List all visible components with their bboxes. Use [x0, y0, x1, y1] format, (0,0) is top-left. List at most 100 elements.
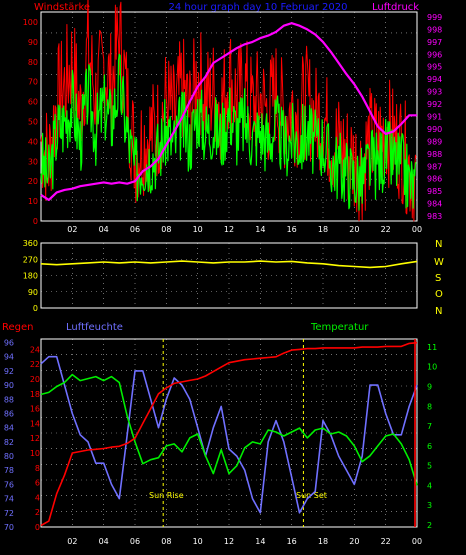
pressure-ytick: 994 [427, 75, 442, 84]
top-xtick: 22 [381, 225, 391, 234]
rain-ytick: 16 [30, 405, 40, 414]
header-wind-label: Windstärke [34, 2, 90, 13]
humidity-ytick: 96 [4, 339, 14, 348]
pressure-ytick: 992 [427, 100, 442, 109]
wind-ytick: 20 [28, 177, 38, 186]
temp-ytick: 10 [427, 363, 437, 372]
wind-ytick: 10 [28, 197, 38, 206]
rain-ytick: 14 [30, 419, 40, 428]
wind-ytick: 80 [28, 58, 38, 67]
rain-ytick: 10 [30, 449, 40, 458]
pressure-ytick: 996 [427, 50, 442, 59]
humidity-label: Luftfeuchte [66, 322, 123, 333]
temp-ytick: 9 [427, 382, 432, 391]
top-xtick: 02 [67, 225, 77, 234]
wind-ytick: 30 [28, 157, 38, 166]
rain-ytick: 2 [35, 508, 40, 517]
humidity-ytick: 72 [4, 509, 14, 518]
humidity-ytick: 84 [4, 424, 14, 433]
bot-xtick: 00 [412, 537, 422, 546]
humidity-ytick: 76 [4, 480, 14, 489]
rain-ytick: 12 [30, 434, 40, 443]
pressure-ytick: 988 [427, 150, 442, 159]
top-xtick: 08 [161, 225, 171, 234]
bot-xtick: 12 [224, 537, 234, 546]
temperature-line [40, 373, 418, 486]
temp-ytick: 2 [427, 521, 432, 530]
wind-ytick: 50 [28, 117, 38, 126]
humidity-ytick: 78 [4, 466, 14, 475]
pressure-line [40, 22, 417, 201]
bot-xtick: 04 [99, 537, 109, 546]
top-xtick: 18 [318, 225, 328, 234]
pressure-ytick: 991 [427, 113, 442, 122]
top-xtick: 16 [287, 225, 297, 234]
temp-ytick: 6 [427, 442, 432, 451]
temperature-label: Temperatur [310, 322, 369, 333]
pressure-ytick: 983 [427, 212, 442, 221]
pressure-ytick: 999 [427, 13, 442, 22]
rain-ytick: 20 [30, 375, 40, 384]
humidity-ytick: 80 [4, 452, 14, 461]
wind-ytick: 0 [33, 217, 38, 226]
pressure-ytick: 990 [427, 125, 442, 134]
wind-ytick: 90 [28, 38, 38, 47]
rain-ytick: 22 [30, 360, 40, 369]
rain-label: Regen [2, 322, 34, 333]
bot-xtick: 22 [381, 537, 391, 546]
pressure-ytick: 989 [427, 137, 442, 146]
bot-xtick: 20 [349, 537, 359, 546]
temp-ytick: 3 [427, 501, 432, 510]
pressure-ytick: 998 [427, 25, 442, 34]
humidity-line [40, 355, 418, 514]
humidity-ytick: 92 [4, 367, 14, 376]
rain-ytick: 6 [35, 479, 40, 488]
rain-ytick: 18 [30, 390, 40, 399]
humidity-ytick: 82 [4, 438, 14, 447]
bot-xtick: 16 [287, 537, 297, 546]
temp-ytick: 5 [427, 462, 432, 471]
top-xtick: 12 [224, 225, 234, 234]
pressure-ytick: 985 [427, 187, 442, 196]
bot-xtick: 06 [130, 537, 140, 546]
humidity-ytick: 74 [4, 495, 14, 504]
dir-letter-n2: N [435, 306, 442, 317]
pressure-ytick: 984 [427, 200, 442, 209]
dir-letter-o: O [435, 289, 443, 300]
wind-ytick: 100 [23, 18, 38, 27]
wind-ytick: 70 [28, 78, 38, 87]
humidity-ytick: 90 [4, 381, 14, 390]
pressure-ytick: 995 [427, 63, 442, 72]
dir-letter-s: S [435, 273, 441, 284]
direction-ytick: 360 [23, 239, 38, 248]
rain-ytick: 8 [35, 464, 40, 473]
rain-line [40, 341, 418, 527]
direction-ytick: 90 [28, 288, 38, 297]
wind-ytick: 60 [28, 98, 38, 107]
wind-gust-line [40, 0, 417, 222]
bot-xtick: 14 [255, 537, 265, 546]
direction-ytick: 0 [33, 304, 38, 313]
bot-frame [40, 338, 418, 528]
rain-ytick: 4 [35, 493, 40, 502]
pressure-ytick: 986 [427, 175, 442, 184]
pressure-ytick: 997 [427, 38, 442, 47]
humidity-ytick: 94 [4, 353, 14, 362]
wind-avg-line [40, 53, 417, 211]
humidity-ytick: 70 [4, 523, 14, 532]
bot-xtick: 02 [67, 537, 77, 546]
temp-ytick: 4 [427, 481, 432, 490]
temp-ytick: 7 [427, 422, 432, 431]
rain-ytick: 0 [35, 523, 40, 532]
pressure-ytick: 987 [427, 162, 442, 171]
bot-xtick: 08 [161, 537, 171, 546]
top-xtick: 00 [412, 225, 422, 234]
direction-ytick: 270 [23, 255, 38, 264]
dir-letter-w: W [434, 257, 444, 268]
top-xtick: 20 [349, 225, 359, 234]
temp-ytick: 11 [427, 343, 437, 352]
humidity-ytick: 86 [4, 409, 14, 418]
wind-direction-line [40, 260, 418, 269]
